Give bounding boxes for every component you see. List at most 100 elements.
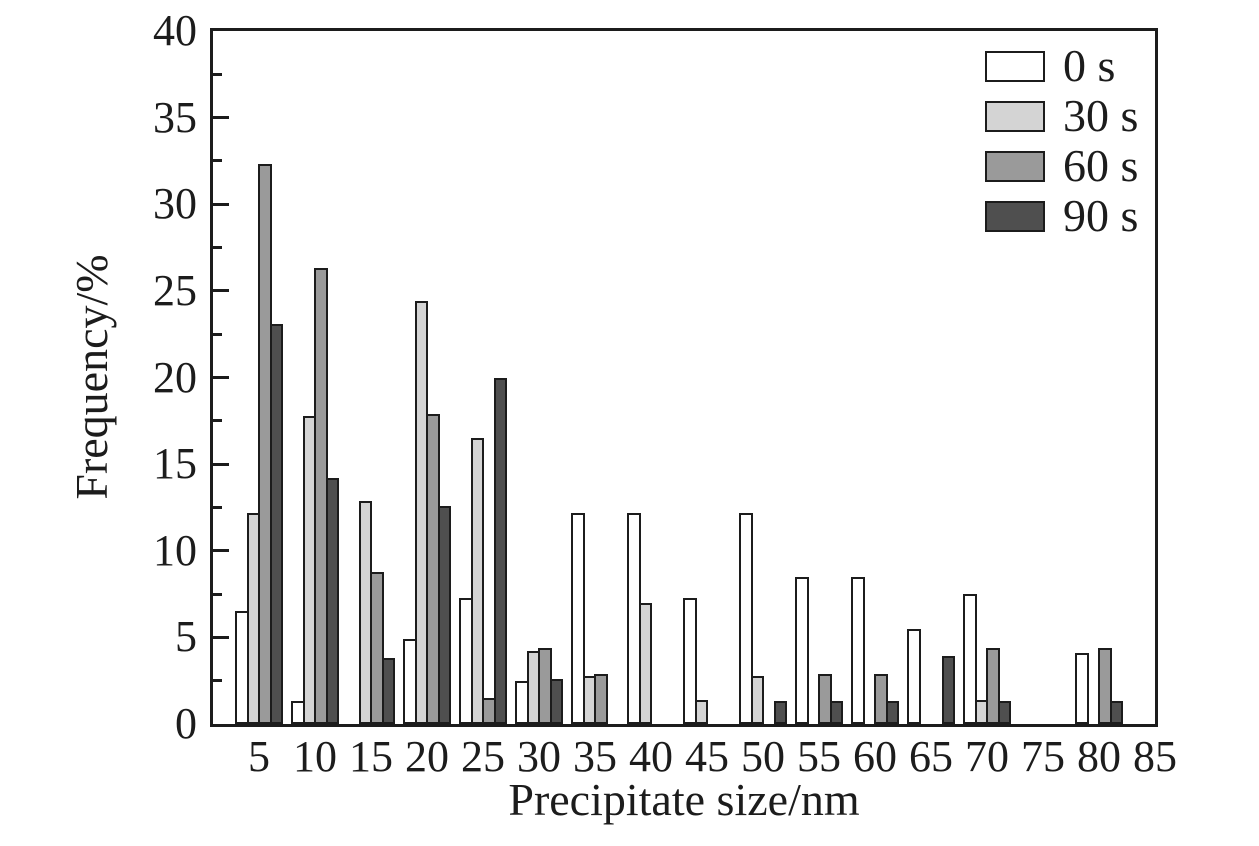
bar-group-10 [291,31,339,724]
y-major-tick [213,202,229,206]
bar-group-55 [795,31,843,724]
y-major-tick [213,635,229,639]
bar-90s-15 [381,658,395,724]
y-minor-tick [213,159,222,163]
bar-0s-80 [1075,652,1089,724]
y-minor-tick [213,332,222,336]
bar-0s-35 [571,512,585,724]
x-tick-label: 20 [405,732,449,781]
y-minor-tick [213,246,222,250]
legend-label: 0 s [1063,40,1116,91]
y-tick-label: 20 [153,352,197,402]
x-tick-label: 15 [349,732,393,781]
x-tick-label: 25 [461,732,505,781]
y-axis-ticks [213,31,1155,724]
bar-60s-35 [594,673,608,724]
y-minor-tick [213,505,222,509]
bar-60s-80 [1098,647,1112,724]
bar-0s-55 [795,576,809,724]
x-tick-label: 65 [909,732,953,781]
legend-swatch [985,50,1045,82]
y-tick-label: 25 [153,265,197,315]
x-tick-label: 60 [853,732,897,781]
bar-group-20 [403,31,451,724]
y-tick-label: 40 [153,6,197,55]
bar-0s-50 [739,512,753,724]
y-tick-label: 35 [153,92,197,142]
bar-60s-15 [370,571,384,724]
bar-90s-55 [829,701,843,724]
x-tick-label: 75 [1021,732,1065,781]
bar-group-65 [907,31,955,724]
bar-0s-45 [683,597,697,724]
bar-group-45 [683,31,730,724]
bars-layer [213,31,1155,724]
bar-90s-80 [1109,701,1123,724]
legend-item: 0 s [985,40,1116,91]
x-tick-label: 45 [685,732,729,781]
bar-90s-30 [549,678,563,724]
legend-swatch [985,200,1045,232]
legend-item: 90 s [985,190,1139,241]
y-minor-tick [213,419,222,423]
bar-group-70 [963,31,1011,724]
legend-swatch [985,100,1045,132]
bar-group-30 [515,31,563,724]
y-tick-label: 5 [175,612,197,662]
bar-group-35 [571,31,618,724]
x-tick-label: 10 [293,732,337,781]
y-minor-tick [213,72,222,76]
bar-90s-65 [941,656,955,724]
legend-label: 60 s [1063,140,1139,191]
bar-90s-60 [885,701,899,724]
x-tick-label: 30 [517,732,561,781]
y-tick-label: 10 [153,525,197,575]
legend-label: 90 s [1063,190,1139,241]
x-tick-label: 40 [629,732,673,781]
legend-item: 30 s [985,90,1139,141]
bar-30s-45 [694,699,708,724]
y-tick-label: 0 [175,699,197,748]
bar-90s-20 [437,505,451,724]
bar-30s-25 [470,438,484,724]
x-tick-label: 35 [573,732,617,781]
bar-90s-5 [269,323,283,724]
bar-group-5 [235,31,283,724]
bar-30s-40 [638,602,652,724]
y-major-tick [213,462,229,466]
y-major-tick [213,549,229,553]
legend-swatch [985,150,1045,182]
legend-item: 60 s [985,140,1139,191]
bar-0s-70 [963,594,977,724]
x-tick-label: 5 [248,732,270,781]
legend-label: 30 s [1063,90,1139,141]
bar-90s-50 [773,701,787,724]
bar-60s-70 [986,647,1000,724]
x-axis-title: Precipitate size/nm [508,774,860,825]
y-major-tick [213,289,229,293]
plot-area: 0 s 30 s 60 s 90 s [210,28,1158,727]
bar-group-50 [739,31,787,724]
x-tick-label: 55 [797,732,841,781]
x-tick-label: 85 [1133,732,1177,781]
y-tick-label: 30 [153,179,197,229]
bar-group-60 [851,31,899,724]
bar-group-80 [1075,31,1123,724]
legend: 0 s 30 s 60 s 90 s [213,31,1155,724]
bar-60s-55 [818,673,832,724]
bar-90s-25 [493,377,507,724]
x-tick-label: 50 [741,732,785,781]
y-major-tick [213,116,229,120]
bar-0s-65 [907,628,921,724]
bar-group-40 [627,31,674,724]
y-minor-tick [213,592,222,596]
bar-60s-60 [874,673,888,724]
x-tick-label: 70 [965,732,1009,781]
bar-0s-60 [851,576,865,724]
y-minor-tick [213,679,222,683]
y-tick-label: 15 [153,439,197,489]
bar-90s-10 [325,478,339,724]
bar-30s-50 [750,675,764,724]
bar-group-15 [348,31,395,724]
